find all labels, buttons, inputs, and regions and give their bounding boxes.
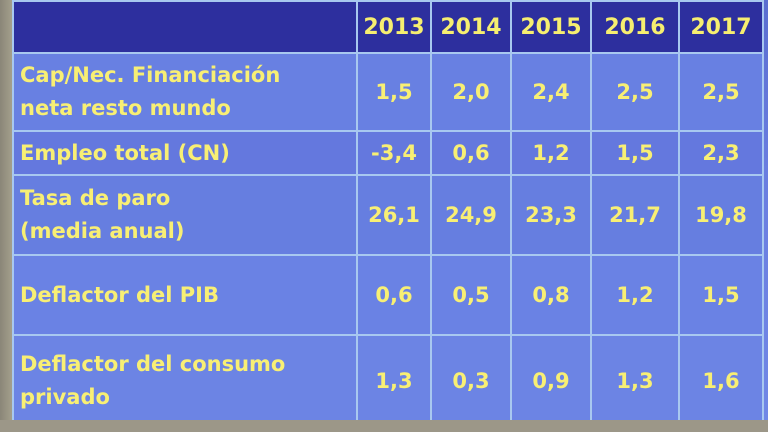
row-label: Cap/Nec. Financiación neta resto mundo [13,53,357,131]
table-cell: 21,7 [591,175,679,255]
table-cell: 2,3 [679,131,763,175]
table-cell: 23,3 [511,175,591,255]
table-row: Tasa de paro (media anual) 26,1 24,9 23,… [13,175,763,255]
year-header: 2013 [357,1,431,53]
table-cell: 1,2 [511,131,591,175]
screen-frame-left [0,0,12,432]
row-label-line: Empleo total (CN) [20,141,230,165]
screen-frame-bottom [0,420,768,432]
table-cell: 1,5 [357,53,431,131]
table-cell: 1,3 [357,335,431,427]
table-cell: 0,8 [511,255,591,335]
table-cell: 0,9 [511,335,591,427]
year-header: 2017 [679,1,763,53]
table-cell: 1,5 [591,131,679,175]
table-cell: 19,8 [679,175,763,255]
row-label: Tasa de paro (media anual) [13,175,357,255]
table-cell: 2,5 [679,53,763,131]
row-label: Deflactor del consumo privado [13,335,357,427]
table-row: Deflactor del PIB 0,6 0,5 0,8 1,2 1,5 [13,255,763,335]
table-cell: 24,9 [431,175,511,255]
row-label: Empleo total (CN) [13,131,357,175]
row-label-line: neta resto mundo [20,96,231,120]
table-cell: 2,0 [431,53,511,131]
table-row: Deflactor del consumo privado 1,3 0,3 0,… [13,335,763,427]
row-label: Deflactor del PIB [13,255,357,335]
table-row: Empleo total (CN) -3,4 0,6 1,2 1,5 2,3 [13,131,763,175]
table-cell: 2,4 [511,53,591,131]
row-label-line: Deflactor del PIB [20,283,219,307]
table-cell: 0,6 [431,131,511,175]
row-label-line: (media anual) [20,219,184,243]
table-cell: 1,6 [679,335,763,427]
year-header: 2015 [511,1,591,53]
economic-forecast-table: 2013 2014 2015 2016 2017 Cap/Nec. Financ… [12,0,764,428]
row-label-line: Cap/Nec. Financiación [20,63,280,87]
year-header: 2014 [431,1,511,53]
table-cell: 0,5 [431,255,511,335]
table-cell: 2,5 [591,53,679,131]
table-row: Cap/Nec. Financiación neta resto mundo 1… [13,53,763,131]
table-cell: 1,3 [591,335,679,427]
table-cell: 1,5 [679,255,763,335]
header-corner-cell [13,1,357,53]
table-cell: -3,4 [357,131,431,175]
table-cell: 0,6 [357,255,431,335]
row-label-line: privado [20,385,110,409]
row-label-line: Tasa de paro [20,186,170,210]
year-header: 2016 [591,1,679,53]
table-cell: 0,3 [431,335,511,427]
header-row: 2013 2014 2015 2016 2017 [13,1,763,53]
table-cell: 26,1 [357,175,431,255]
row-label-line: Deflactor del consumo [20,352,285,376]
table-cell: 1,2 [591,255,679,335]
